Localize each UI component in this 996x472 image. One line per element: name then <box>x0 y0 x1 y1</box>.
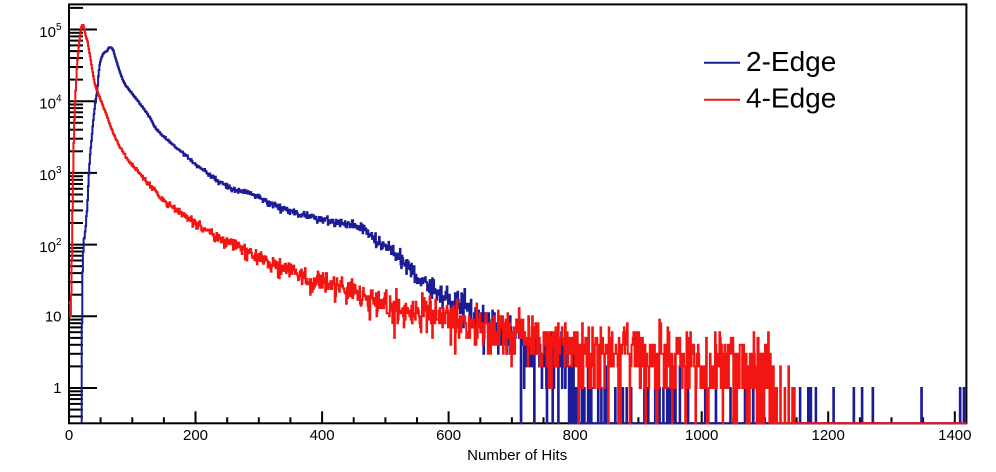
svg-text:2-Edge: 2-Edge <box>746 46 836 77</box>
svg-text:1000: 1000 <box>685 427 718 444</box>
svg-text:400: 400 <box>310 427 335 444</box>
svg-text:600: 600 <box>436 427 461 444</box>
svg-text:10: 10 <box>45 308 62 325</box>
svg-text:800: 800 <box>563 427 588 444</box>
svg-text:0: 0 <box>65 427 73 444</box>
svg-text:200: 200 <box>183 427 208 444</box>
svg-text:Number of Hits: Number of Hits <box>467 447 567 464</box>
svg-text:1400: 1400 <box>938 427 971 444</box>
svg-text:1: 1 <box>53 380 61 397</box>
svg-text:4-Edge: 4-Edge <box>746 83 836 114</box>
svg-text:1200: 1200 <box>812 427 845 444</box>
